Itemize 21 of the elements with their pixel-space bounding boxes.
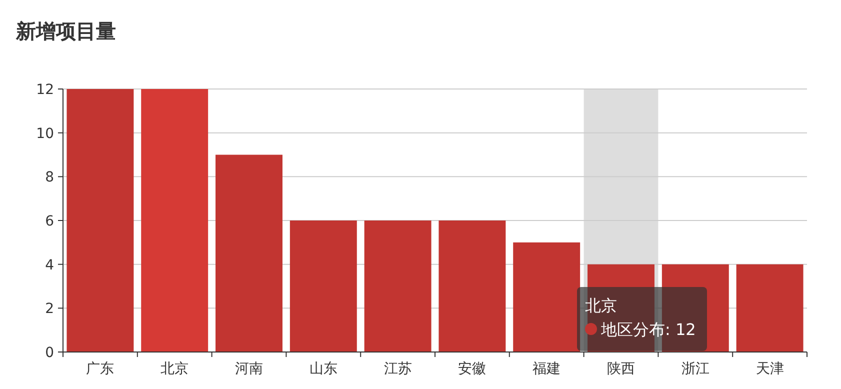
x-tick-label: 山东 bbox=[309, 361, 338, 377]
x-tick-label: 北京 bbox=[160, 361, 189, 377]
x-tick-label: 天津 bbox=[756, 361, 784, 377]
annotation: 北京 bbox=[585, 296, 617, 315]
y-tick-label: 2 bbox=[45, 301, 54, 318]
x-tick-label: 福建 bbox=[532, 361, 561, 377]
y-tick-label: 6 bbox=[45, 214, 54, 230]
legend-label: 地区分布 bbox=[600, 320, 665, 339]
x-tick-label: 安徽 bbox=[458, 361, 486, 377]
y-tick-label: 8 bbox=[45, 170, 54, 186]
y-tick-label: 12 bbox=[36, 82, 54, 98]
x-tick-label: 浙江 bbox=[681, 361, 710, 377]
annotation: : 12 bbox=[665, 320, 696, 339]
chart-title: 新增项目量 bbox=[15, 19, 116, 43]
y-tick-label: 4 bbox=[45, 257, 54, 274]
x-tick-label: 江苏 bbox=[384, 361, 412, 377]
x-tick-label: 河南 bbox=[235, 361, 263, 377]
y-tick-label: 10 bbox=[36, 126, 54, 142]
x-tick-label: 陕西 bbox=[607, 361, 635, 377]
x-tick-label: 广东 bbox=[86, 361, 114, 377]
y-tick-label: 0 bbox=[45, 345, 54, 361]
